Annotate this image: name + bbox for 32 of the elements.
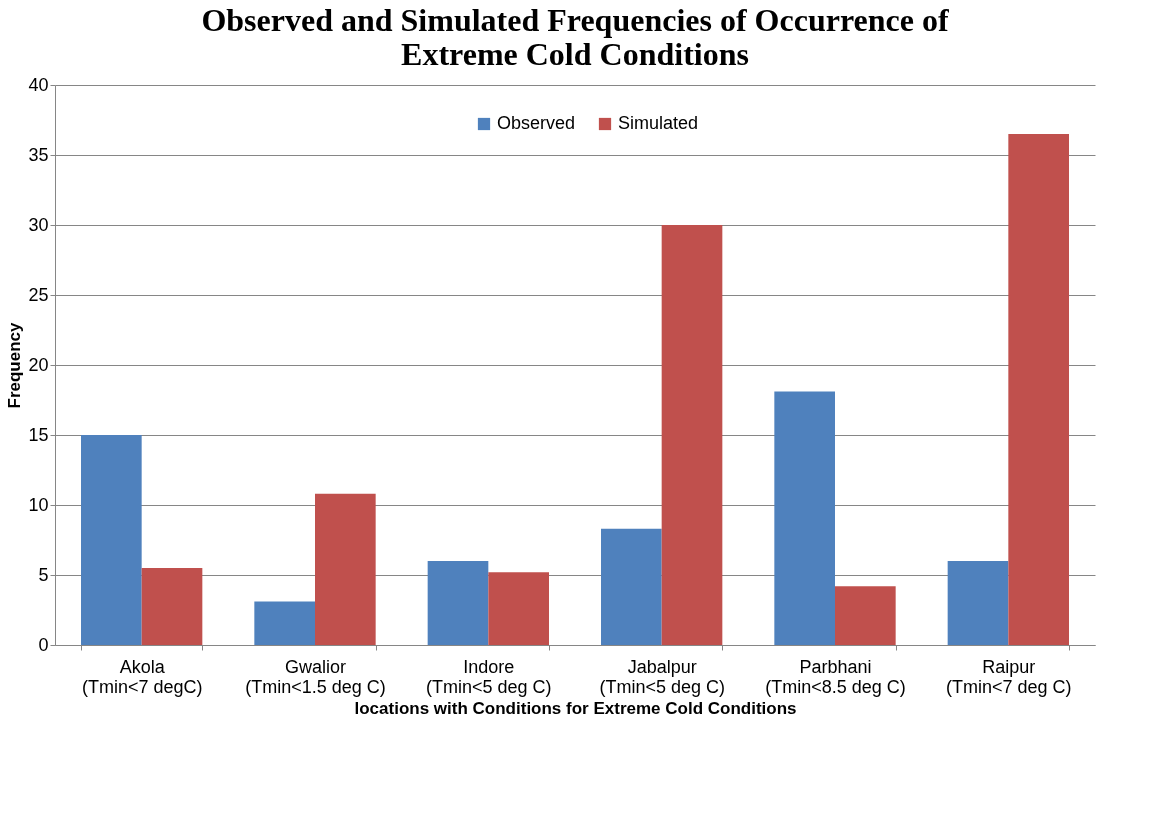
- y-tick-label: 25: [28, 284, 49, 305]
- bar: [427, 561, 489, 645]
- x-tick-label: Parbhani (Tmin<8.5 deg C): [765, 656, 906, 697]
- y-tick-label: 40: [28, 74, 49, 95]
- y-tick-label: 0: [38, 634, 49, 655]
- chart-title: Observed and Simulated Frequencies of Occurrence of Extreme Cold Conditions: [201, 2, 949, 72]
- bar: [315, 493, 376, 645]
- x-tick-label: Jabalpur (Tmin<5 deg C): [599, 656, 725, 697]
- bar: [254, 601, 315, 645]
- bar: [774, 391, 835, 645]
- y-tick-label: 15: [28, 424, 49, 445]
- bar: [141, 568, 203, 645]
- x-axis-title: locations with Conditions for Extreme Cold Conditions: [354, 698, 797, 718]
- bar: [1008, 134, 1069, 645]
- bar: [81, 435, 142, 645]
- bar: [835, 586, 896, 645]
- y-tick-label: 5: [38, 564, 49, 585]
- y-tick-label: 35: [28, 144, 49, 165]
- y-tick-label: 20: [28, 354, 49, 375]
- y-axis-title: Frequency: [5, 321, 25, 409]
- legend-label: Observed: [497, 113, 576, 133]
- x-tick-label: Akola (Tmin<7 degC): [81, 656, 203, 697]
- x-tick-label: Raipur (Tmin<7 deg C): [946, 656, 1072, 697]
- x-tick-label: Indore (Tmin<5 deg C): [426, 656, 552, 697]
- y-tick-label: 30: [28, 214, 49, 235]
- legend-label: Simulated: [618, 113, 699, 133]
- bar: [488, 572, 549, 645]
- x-tick-label: Gwalior (Tmin<1.5 deg C): [245, 656, 386, 697]
- y-tick-label: 10: [28, 494, 49, 515]
- bar: [601, 528, 662, 645]
- bar: [947, 561, 1009, 645]
- bar: [661, 225, 723, 645]
